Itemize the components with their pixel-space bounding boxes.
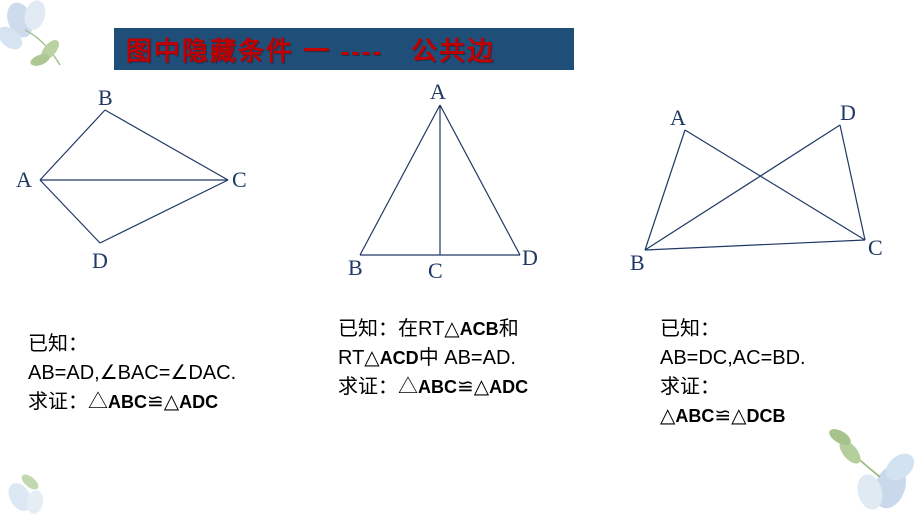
p2-prove: 求证：△ABC≌△ADC — [338, 373, 618, 402]
flower-decoration-top-left — [0, 0, 90, 90]
vertex-label-B: B — [98, 85, 113, 111]
vertex-label-D: D — [522, 245, 538, 271]
p2-given-line2: RT△ACD中 AB=AD. — [338, 344, 618, 373]
geometry-diagrams — [0, 85, 920, 310]
p2-given-line1: 已知：在RT△ACB和 — [338, 315, 618, 344]
title-banner: 图中隐藏条件 一 ---- 公共边 — [114, 28, 574, 70]
vertex-label-A: A — [16, 167, 32, 193]
vertex-label-B: B — [630, 250, 645, 276]
vertex-label-B: B — [348, 255, 363, 281]
vertex-label-C: C — [428, 258, 443, 284]
p3-prove-content: △ABC≌△DCB — [660, 402, 900, 431]
problem-3: 已知： AB=DC,AC=BD. 求证： △ABC≌△DCB — [660, 315, 900, 431]
vertex-label-C: C — [232, 167, 247, 193]
vertex-label-A: A — [430, 79, 446, 105]
vertex-label-C: C — [868, 235, 883, 261]
p3-prove-label: 求证： — [660, 373, 900, 402]
vertex-label-D: D — [840, 100, 856, 126]
p1-given-label: 已知： — [28, 330, 328, 359]
problem-2: 已知：在RT△ACB和 RT△ACD中 AB=AD. 求证：△ABC≌△ADC — [338, 315, 618, 402]
p3-given-content: AB=DC,AC=BD. — [660, 344, 900, 373]
diagram-area: ABCDABCDABCD — [0, 85, 920, 310]
p3-given-label: 已知： — [660, 315, 900, 344]
p1-given-content: AB=AD,∠BAC=∠DAC. — [28, 359, 328, 388]
title-text: 图中隐藏条件 一 ---- 公共边 — [126, 31, 495, 68]
flower-decoration-bottom-left — [0, 452, 65, 522]
problem-1: 已知： AB=AD,∠BAC=∠DAC. 求证：△ABC≌△ADC — [28, 330, 328, 417]
p1-prove: 求证：△ABC≌△ADC — [28, 388, 328, 417]
vertex-label-A: A — [670, 105, 686, 131]
vertex-label-D: D — [92, 248, 108, 274]
